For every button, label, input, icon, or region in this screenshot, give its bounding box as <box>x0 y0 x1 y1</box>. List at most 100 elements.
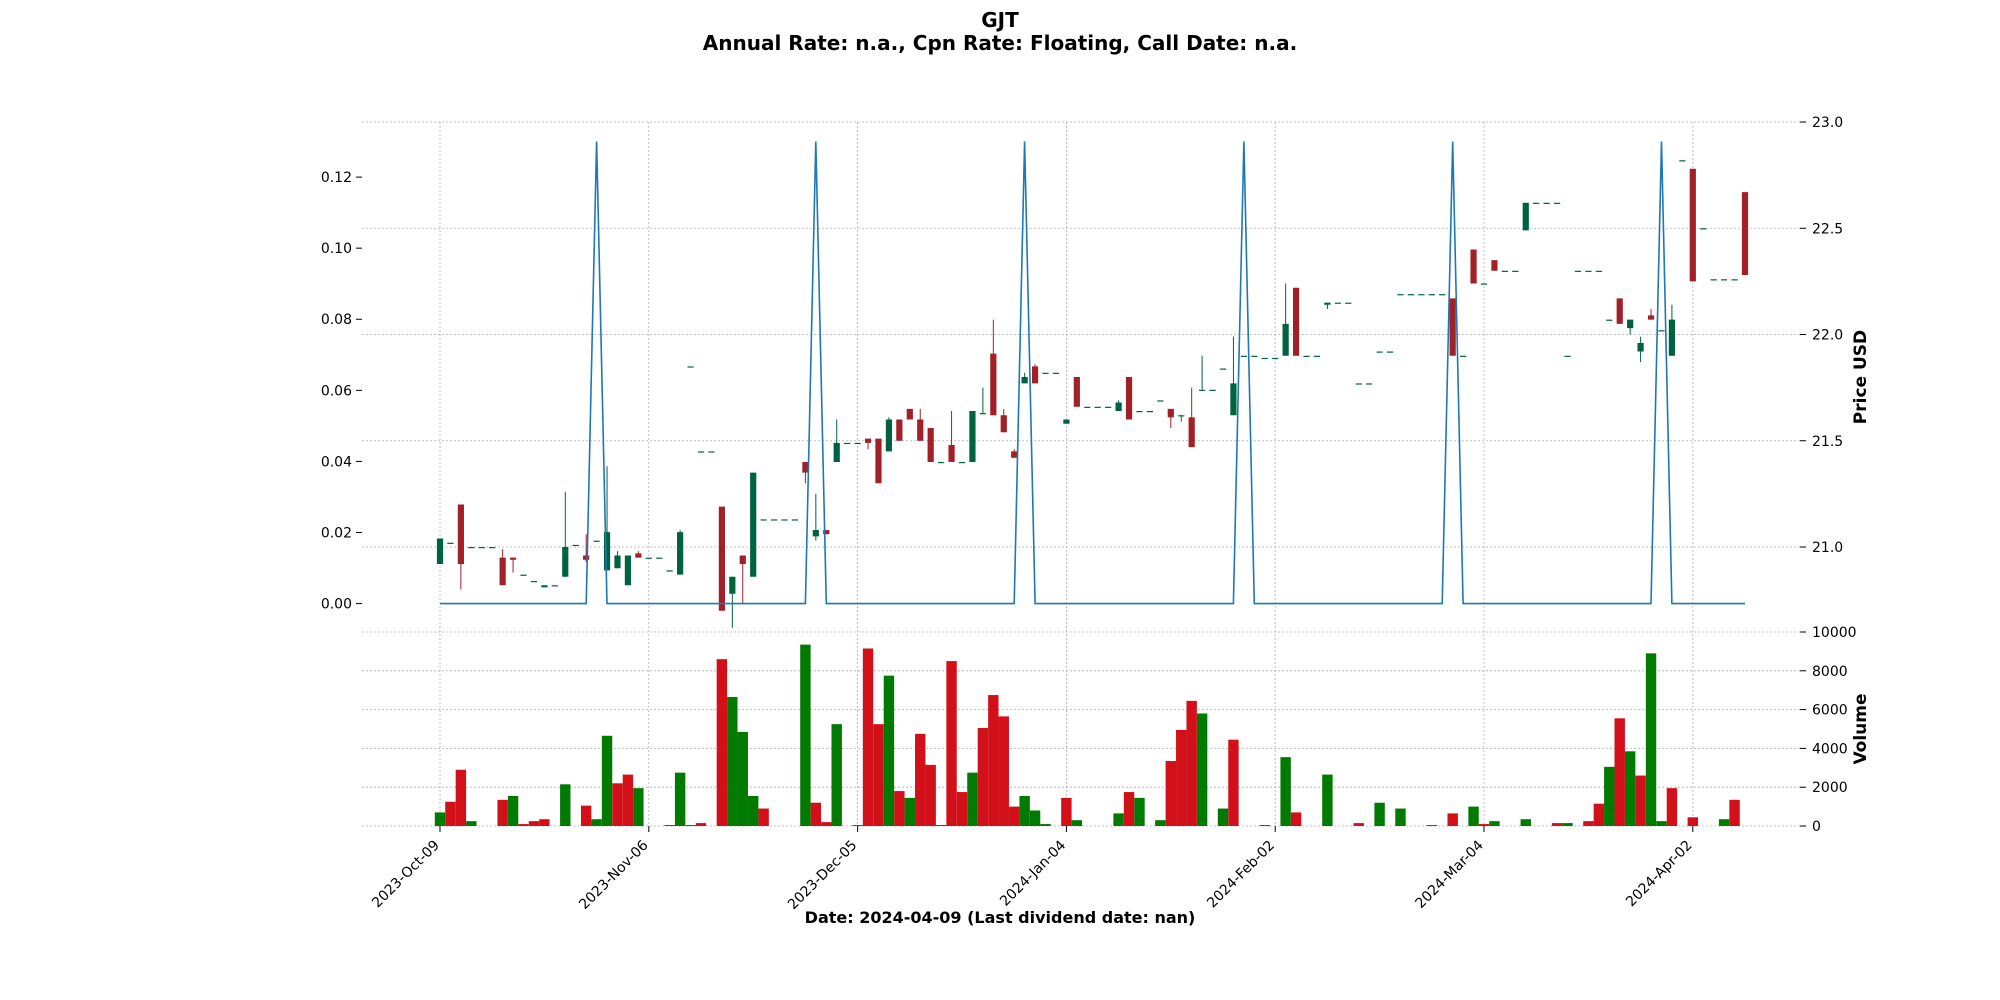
volume-bar <box>1604 766 1615 826</box>
volume-bar <box>1583 821 1594 826</box>
dividend-tick-label: 0.12 <box>321 170 352 186</box>
candle-body <box>958 462 966 464</box>
volume-bar <box>1624 751 1636 826</box>
candle-body <box>1334 302 1341 304</box>
candle-body <box>708 451 715 453</box>
candle-body <box>875 438 882 484</box>
candle-body <box>457 504 464 564</box>
dividend-tick-label: 0.00 <box>321 597 352 613</box>
volume-bar <box>1489 821 1500 826</box>
candle-body <box>1188 417 1195 448</box>
candle-body <box>614 555 621 569</box>
candle-body <box>624 555 632 586</box>
x-tick-label: 2024-Apr-02 <box>1623 838 1696 911</box>
candle-body <box>1397 294 1404 296</box>
candle-body <box>489 547 496 549</box>
volume-bar <box>883 675 895 826</box>
x-axis-label: Date: 2024-04-09 (Last dividend date: na… <box>804 908 1196 927</box>
volume-bar <box>455 769 467 826</box>
candle-body <box>990 353 997 416</box>
candle-body <box>1209 389 1216 391</box>
volume-bar <box>1228 739 1239 826</box>
volume-bar <box>633 788 644 826</box>
candle-body <box>1480 283 1488 285</box>
volume-bar <box>1468 806 1479 826</box>
candle-body <box>583 555 590 560</box>
candle-body <box>1553 202 1561 204</box>
candle-body <box>1533 202 1540 204</box>
volume-axis-label: Volume <box>1851 693 1871 764</box>
volume-bar <box>758 808 769 826</box>
volume-bar <box>1196 713 1208 826</box>
volume-bar <box>1280 757 1291 826</box>
volume-bar <box>1165 761 1176 826</box>
volume-bar <box>925 764 936 826</box>
volume-bar <box>591 819 602 826</box>
candle-body <box>697 451 705 453</box>
volume-tick-label: 0 <box>1812 819 1821 835</box>
candle-body <box>1501 270 1508 272</box>
volume-bar <box>1645 653 1657 826</box>
volume-tick-label: 2000 <box>1812 780 1848 796</box>
candle-body <box>1366 383 1373 385</box>
candle-body <box>718 506 725 611</box>
volume-bar <box>539 819 550 826</box>
candle-body <box>1491 260 1498 271</box>
dividend-tick-label: 0.10 <box>321 241 352 257</box>
dividend-tick-label: 0.04 <box>321 454 352 470</box>
volume-bar <box>1123 792 1135 826</box>
candle-body <box>645 557 652 559</box>
volume-bar <box>1551 823 1563 826</box>
candle-body <box>739 555 746 564</box>
candle-body <box>1710 279 1717 281</box>
candle-body <box>1574 270 1582 272</box>
candle-body <box>1324 302 1331 305</box>
volume-bar <box>998 716 1009 826</box>
volume-bar <box>821 822 832 826</box>
candle-body <box>1178 415 1185 417</box>
volume-bar <box>1040 824 1051 826</box>
candle-body <box>729 576 736 594</box>
candle-body <box>770 519 778 521</box>
volume-bar <box>1071 820 1083 826</box>
candle-body <box>1647 315 1655 320</box>
candle-body <box>1052 372 1060 374</box>
dividend-tick-label: 0.08 <box>321 312 352 328</box>
candle-body <box>969 411 976 462</box>
candle-body <box>1313 355 1321 357</box>
volume-bar <box>1353 823 1364 826</box>
volume-bar <box>737 731 748 826</box>
volume-bar <box>862 648 874 826</box>
candle-body <box>530 581 538 583</box>
candle-body <box>1355 383 1362 385</box>
volume-bar <box>1259 825 1270 826</box>
candle-body <box>447 542 454 544</box>
volume-bar <box>1426 825 1437 826</box>
x-tick-label: 2024-Jan-04 <box>997 837 1069 909</box>
volume-bar <box>560 784 571 826</box>
candle-body <box>687 366 694 368</box>
candle-body <box>1199 389 1206 391</box>
candle-body <box>509 557 517 560</box>
candle-body <box>1136 411 1143 413</box>
volume-bar <box>580 805 592 826</box>
candle-body <box>802 462 809 473</box>
volume-bar <box>956 792 968 826</box>
x-tick-label: 2023-Oct-09 <box>369 838 443 912</box>
candle-body <box>1668 319 1676 356</box>
volume-bar <box>685 825 696 826</box>
candle-body <box>1679 160 1686 162</box>
candle-body <box>1658 330 1665 332</box>
candle-body <box>603 532 611 571</box>
volume-bar <box>1113 813 1124 826</box>
volume-bar <box>1061 797 1072 826</box>
price-candles <box>436 160 1749 628</box>
candle-body <box>1627 319 1634 329</box>
candle-body <box>1063 419 1070 424</box>
candle-body <box>1522 202 1529 231</box>
dividend-line <box>440 141 1745 605</box>
price-tick-label: 22.0 <box>1812 328 1843 344</box>
volume-bar <box>695 823 707 826</box>
volume-bar <box>1520 819 1531 826</box>
